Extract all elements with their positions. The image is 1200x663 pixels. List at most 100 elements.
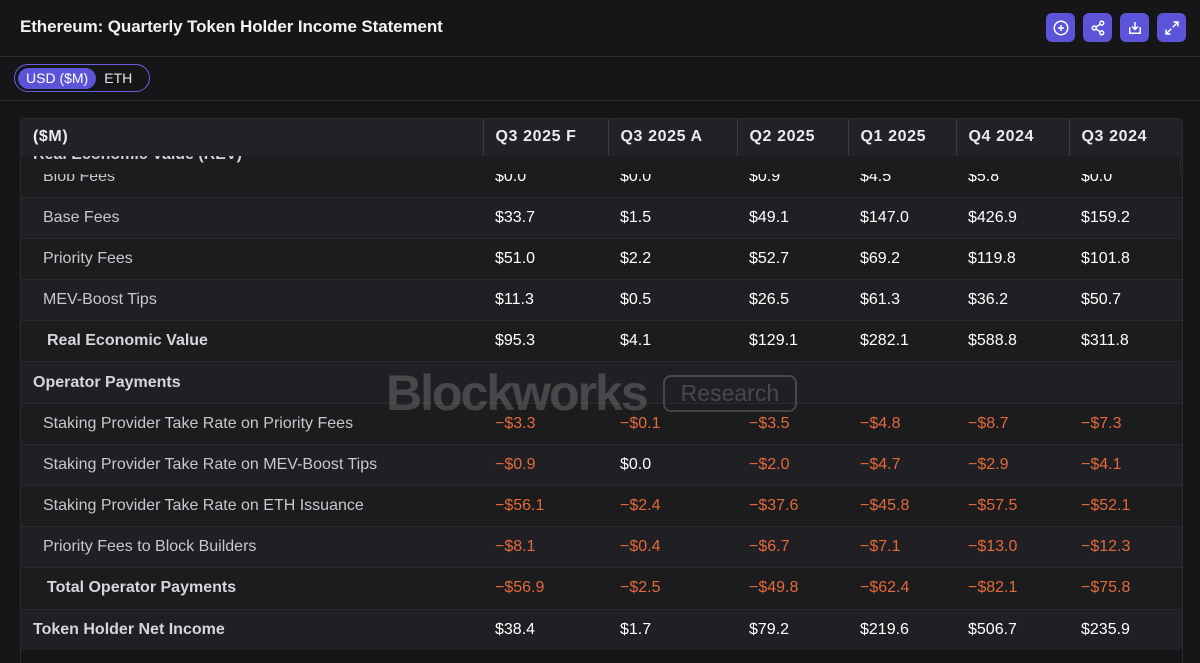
value-cell: $235.9 (1069, 608, 1182, 651)
value-cell: $426.9 (956, 196, 1069, 239)
cut-row-label: Real Economic Value (REV) (33, 156, 242, 164)
column-header: Q3 2025 F (483, 119, 609, 156)
value-cell: $4.1 (608, 320, 737, 362)
table-row: Staking Provider Take Rate on Priority F… (21, 402, 1182, 445)
value-cell: −$4.7 (848, 443, 956, 486)
table-row: Staking Provider Take Rate on ETH Issuan… (21, 484, 1182, 527)
value-cell: −$62.4 (848, 567, 956, 610)
row-label: Operator Payments (21, 361, 483, 404)
value-cell: −$49.8 (737, 567, 848, 610)
value-cell: −$3.3 (483, 402, 608, 445)
share-icon (1091, 19, 1104, 36)
value-cell: $50.7 (1069, 279, 1182, 321)
value-cell: $49.1 (737, 196, 848, 239)
value-cell: −$4.8 (848, 402, 956, 445)
value-cell: −$2.0 (737, 443, 848, 486)
add-circle-icon (1053, 20, 1068, 35)
value-cell: −$75.8 (1069, 567, 1182, 610)
value-cell: $38.4 (483, 608, 608, 651)
value-cell: −$3.5 (737, 402, 848, 445)
value-cell: −$82.1 (956, 567, 1069, 610)
value-cell (1069, 361, 1182, 404)
row-label: Token Holder Net Income (21, 608, 483, 651)
expand-icon (1164, 20, 1179, 35)
value-cell: −$7.3 (1069, 402, 1182, 445)
value-cell: −$56.1 (483, 484, 608, 527)
value-cell: −$0.1 (608, 402, 737, 445)
value-cell: $159.2 (1069, 196, 1182, 239)
unit-toggle: USD ($M) ETH (14, 64, 150, 92)
value-cell: −$37.6 (737, 484, 848, 527)
value-cell: $101.8 (1069, 237, 1182, 280)
value-cell: $33.7 (483, 196, 608, 239)
unit-toggle-row: USD ($M) ETH (0, 56, 1200, 101)
value-cell (956, 361, 1069, 404)
table-row: Real Economic Value $95.3 $4.1 $129.1 $282.1… (21, 320, 1182, 362)
value-cell: −$12.3 (1069, 526, 1182, 568)
table-row: Token Holder Net Income $38.4 $1.7 $79.2 $21… (21, 608, 1182, 651)
value-cell: $588.8 (956, 320, 1069, 362)
expand-button[interactable] (1157, 13, 1186, 42)
value-cell: −$6.7 (737, 526, 848, 568)
value-cell: −$52.1 (1069, 484, 1182, 527)
table-row: Priority Fees to Block Builders −$8.1 −$0.… (21, 526, 1182, 568)
value-cell: −$13.0 (956, 526, 1069, 568)
table-row: Total Operator Payments −$56.9 −$2.5 −$49.8… (21, 567, 1182, 610)
value-cell: $311.8 (1069, 320, 1182, 362)
row-label: Priority Fees to Block Builders (21, 526, 483, 568)
income-statement-table: ($M) Q3 2025 F Q3 2025 A Q2 2025 Q1 2025 Q4 2… (20, 118, 1183, 663)
value-cell: −$8.7 (956, 402, 1069, 445)
table-row: Staking Provider Take Rate on MEV-Boost … (21, 443, 1182, 486)
download-icon (1128, 21, 1141, 34)
usd-option[interactable]: USD ($M) (18, 67, 97, 89)
table-header-row: ($M) Q3 2025 F Q3 2025 A Q2 2025 Q1 2025 Q4 2… (21, 119, 1182, 156)
column-header: Q3 2025 A (608, 119, 738, 156)
row-label: Staking Provider Take Rate on MEV-Boost … (21, 443, 483, 486)
share-button[interactable] (1083, 13, 1112, 42)
value-cell: −$2.9 (956, 443, 1069, 486)
page-title: Ethereum: Quarterly Token Holder Income … (20, 17, 443, 36)
table-row: Priority Fees $51.0 $2.2 $52.7 $69.2 $119.8 $1… (21, 237, 1182, 280)
value-cell: $219.6 (848, 608, 956, 651)
value-cell: −$2.4 (608, 484, 737, 527)
add-button[interactable] (1046, 13, 1075, 42)
header-bar: Ethereum: Quarterly Token Holder Income … (0, 0, 1200, 57)
row-label: Total Operator Payments (21, 567, 483, 610)
value-cell: $51.0 (483, 237, 608, 280)
value-cell: −$56.9 (483, 567, 608, 610)
value-cell: $61.3 (848, 279, 956, 321)
eth-option[interactable]: ETH (104, 69, 133, 86)
table-row: MEV-Boost Tips $11.3 $0.5 $26.5 $61.3 $36.2 $5… (21, 279, 1182, 321)
value-cell: $95.3 (483, 320, 608, 362)
column-header-label: ($M) (21, 119, 484, 156)
column-header: Q2 2025 (737, 119, 849, 156)
value-cell: $69.2 (848, 237, 956, 280)
value-cell (608, 361, 737, 404)
value-cell: $119.8 (956, 237, 1069, 280)
table-row: Base Fees $33.7 $1.5 $49.1 $147.0 $426.9 $159.… (21, 196, 1182, 239)
column-header: Q3 2024 (1069, 119, 1182, 156)
value-cell: $506.7 (956, 608, 1069, 651)
value-cell: $282.1 (848, 320, 956, 362)
value-cell (483, 361, 608, 404)
value-cell: −$0.4 (608, 526, 737, 568)
value-cell: $1.7 (608, 608, 737, 651)
value-cell: $129.1 (737, 320, 848, 362)
value-cell: −$57.5 (956, 484, 1069, 527)
value-cell: −$4.1 (1069, 443, 1182, 486)
download-button[interactable] (1120, 13, 1149, 42)
row-label: Priority Fees (21, 237, 483, 280)
column-header: Q1 2025 (848, 119, 957, 156)
value-cell (737, 361, 848, 404)
partially-scrolled-row: Real Economic Value (REV) (20, 156, 1181, 174)
value-cell (848, 361, 956, 404)
row-label: Base Fees (21, 196, 483, 239)
value-cell: $0.0 (608, 443, 737, 486)
value-cell: $2.2 (608, 237, 737, 280)
value-cell: $11.3 (483, 279, 608, 321)
value-cell: −$45.8 (848, 484, 956, 527)
value-cell: $36.2 (956, 279, 1069, 321)
value-cell: $26.5 (737, 279, 848, 321)
value-cell: −$8.1 (483, 526, 608, 568)
value-cell: $0.5 (608, 279, 737, 321)
